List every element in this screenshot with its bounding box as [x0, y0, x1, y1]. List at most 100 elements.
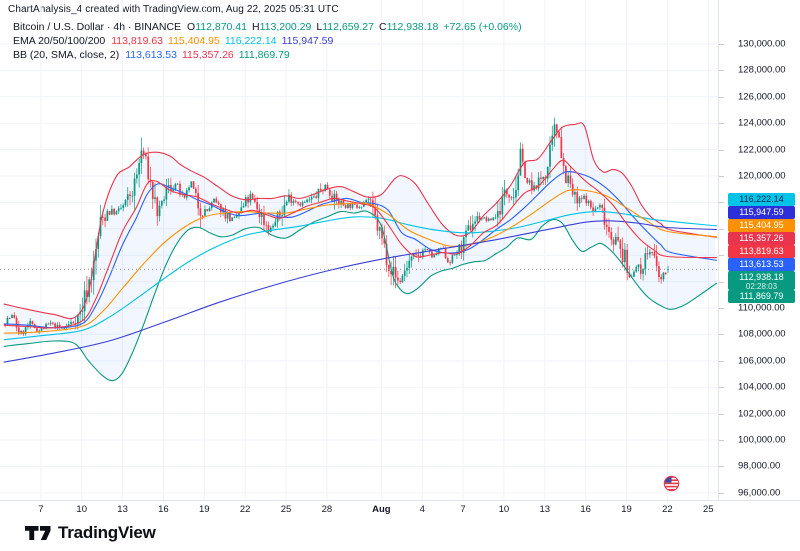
time-tick-label: 13	[117, 504, 128, 515]
bb-lower-line[interactable]	[3, 210, 717, 382]
price-tick-label: 102,000.00	[738, 408, 786, 420]
ohlc-c: C112,938.18	[379, 21, 439, 33]
price-axis[interactable]: 130,000.00 128,000.00 126,000.00 124,000.00…	[718, 0, 800, 500]
price-tick-label: 104,000.00	[738, 381, 786, 393]
ema50-line[interactable]	[3, 189, 717, 334]
badge-bb-upper: 115,357.26	[728, 232, 795, 245]
symbol-title: Bitcoin / U.S. Dollar · 4h · BINANCE	[13, 21, 182, 33]
ohlc-h: H113,200.29	[252, 21, 312, 33]
ema20-line[interactable]	[3, 159, 717, 329]
price-tick-mark	[719, 202, 724, 204]
tradingview-logo[interactable]: TradingView	[25, 523, 156, 543]
change-value: +72.65 (+0.06%)	[443, 21, 522, 33]
bb-upper-line[interactable]	[3, 122, 717, 320]
price-tick-mark	[719, 334, 724, 336]
bb-values: 113,613.53 115,357.26 111,869.79	[125, 49, 295, 61]
time-tick-label: 25	[702, 504, 714, 515]
price-tick-label: 98,000.00	[738, 460, 781, 472]
price-tick-mark	[719, 96, 724, 98]
bb-basis-line[interactable]	[3, 170, 717, 329]
us-flag-icon	[663, 475, 680, 492]
time-tick-label: 28	[321, 504, 333, 515]
price-tick-mark	[719, 228, 724, 230]
price-tick-label: 128,000.00	[738, 64, 786, 76]
plot-area[interactable]	[0, 0, 718, 500]
grid-lines	[0, 0, 718, 500]
time-tick-label: 22	[239, 504, 251, 515]
ohlc-o: O112,870.41	[187, 21, 247, 33]
indicator-value: 115,404.95	[168, 35, 220, 47]
time-tick-label: 10	[76, 504, 88, 515]
badge-ema200: 115,947.59	[728, 206, 795, 219]
time-tick-label: Aug	[372, 504, 391, 515]
indicator-value: 113,613.53	[125, 49, 177, 61]
legend-ema-row[interactable]: EMA 20/50/100/200 113,819.63 115,404.95 11…	[13, 35, 527, 49]
chart-legend: Bitcoin / U.S. Dollar · 4h · BINANCE O11…	[13, 21, 527, 63]
snapshot-title: ChartAnalysis_4 created with TradingView…	[8, 4, 339, 15]
bb-indicator-label: BB (20, SMA, close, 2)	[13, 49, 120, 61]
time-tick-label: 7	[38, 504, 44, 515]
indicator-value: 115,357.26	[182, 49, 234, 61]
ohlc-values: O112,870.41 H113,200.29 L112,659.27 C112,93…	[187, 21, 443, 33]
ema200-line[interactable]	[3, 220, 717, 363]
indicator-value: 116,222.14	[224, 35, 277, 47]
price-tick-mark	[719, 413, 724, 415]
badge-ema100: 116,222.14	[728, 193, 795, 206]
time-tick-label: 16	[580, 504, 591, 515]
time-axis[interactable]: 7 10 13 16 19 22 25 28 Aug 4 7 10 13 16 19 22 25	[0, 500, 800, 515]
time-tick-label: 19	[199, 504, 210, 515]
indicator-value: 111,869.79	[238, 49, 290, 61]
price-tick-mark	[719, 492, 724, 494]
price-tick-label: 130,000.00	[738, 38, 786, 50]
time-tick-label: 7	[460, 504, 466, 515]
time-tick-label: 19	[621, 504, 632, 515]
time-tick-label: 4	[419, 504, 425, 515]
price-tick-label: 96,000.00	[738, 487, 781, 499]
price-tick-mark	[719, 123, 724, 125]
time-tick-label: 13	[539, 504, 551, 515]
price-tick-label: 122,000.00	[738, 144, 786, 156]
legend-symbol-row[interactable]: Bitcoin / U.S. Dollar · 4h · BINANCE O11…	[13, 21, 527, 35]
time-tick-label: 25	[280, 504, 292, 515]
indicator-value: 115,947.59	[281, 35, 334, 47]
price-tick-mark	[719, 308, 724, 309]
price-tick-mark	[719, 255, 724, 257]
price-tick-mark	[719, 149, 724, 151]
time-tick-label: 22	[662, 504, 673, 515]
badge-bb-basis: 113,613.53	[728, 258, 795, 271]
tradingview-logo-icon	[25, 525, 51, 540]
price-chart-pane[interactable]	[0, 0, 800, 515]
ema-indicator-label: EMA 20/50/100/200	[13, 35, 106, 47]
badge-bb-lower: 111,869.79	[728, 290, 795, 303]
tradingview-logo-text: TradingView	[58, 523, 156, 542]
badge-ema20: 113,819.63	[728, 245, 795, 258]
price-tick-label: 108,000.00	[738, 328, 786, 340]
us-flag-icon	[663, 475, 680, 492]
price-tick-label: 120,000.00	[738, 170, 786, 182]
price-tick-mark	[719, 176, 724, 177]
price-tick-label: 124,000.00	[738, 117, 786, 129]
ema100-line[interactable]	[3, 211, 717, 341]
price-tick-mark	[719, 466, 724, 468]
price-tick-mark	[719, 281, 724, 283]
price-tick-mark	[719, 440, 724, 442]
bar-countdown: 02:28:03	[745, 282, 778, 291]
time-tick-label: 16	[158, 504, 169, 515]
price-tick-mark	[719, 387, 724, 389]
ema-values: 113,819.63 115,404.95 116,222.14 115,947.59	[111, 35, 338, 47]
candlestick-chart[interactable]	[0, 0, 800, 515]
price-tick-label: 106,000.00	[738, 355, 786, 367]
price-tick-label: 126,000.00	[738, 91, 786, 103]
badge-last-price: 112,938.18 02:28:03	[728, 271, 795, 291]
indicator-value: 113,819.63	[111, 35, 164, 47]
price-tick-label: 110,000.00	[738, 302, 785, 314]
price-tick-label: 100,000.00	[738, 434, 786, 446]
price-tick-mark	[719, 70, 724, 72]
badge-ema50: 115,404.95	[728, 219, 795, 232]
time-tick-label: 10	[498, 504, 510, 515]
price-tick-mark	[719, 360, 724, 362]
legend-bb-row[interactable]: BB (20, SMA, close, 2) 113,613.53 115,357…	[13, 49, 527, 63]
ohlc-l: L112,659.27	[316, 21, 374, 33]
bollinger-band-fill	[4, 124, 717, 380]
